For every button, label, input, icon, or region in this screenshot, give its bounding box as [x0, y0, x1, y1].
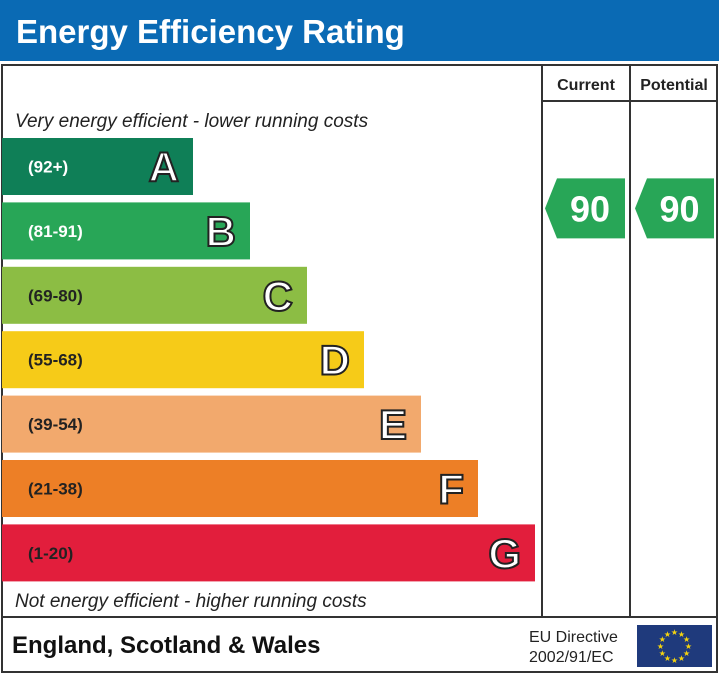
band-letter: D: [320, 337, 350, 384]
band-range: (92+): [28, 158, 68, 177]
band-letter: B: [206, 208, 236, 255]
band-range: (69-80): [28, 286, 83, 305]
chart-title: Energy Efficiency Rating: [16, 13, 405, 50]
band-letter: E: [379, 401, 407, 448]
band-bar: [2, 266, 307, 324]
band-d: (55-68) D: [2, 331, 364, 389]
directive-line2: 2002/91/EC: [529, 649, 614, 666]
band-range: (1-20): [28, 544, 73, 563]
current-rating-pointer: 90: [545, 178, 625, 239]
title-bar: [0, 0, 719, 61]
star-icon: ★: [671, 628, 678, 637]
potential-header: Potential: [640, 77, 708, 94]
star-icon: ★: [659, 635, 666, 644]
eu-flag: ★ ★★★★★★★★★★★: [637, 625, 712, 667]
band-bar: [2, 202, 250, 260]
star-icon: ★: [678, 654, 685, 663]
band-e: (39-54) E: [2, 395, 421, 453]
directive-line1: EU Directive: [529, 629, 618, 646]
band-bar: [2, 395, 421, 453]
band-bar: [2, 460, 478, 517]
top-note: Very energy efficient - lower running co…: [15, 111, 369, 132]
band-range: (55-68): [28, 351, 83, 370]
region-label: England, Scotland & Wales: [12, 632, 320, 659]
band-letter: C: [263, 272, 293, 319]
current-header: Current: [557, 77, 615, 94]
star-icon: ★: [683, 649, 690, 658]
band-range: (39-54): [28, 415, 83, 434]
potential-rating-pointer: 90: [635, 178, 714, 239]
band-g: (1-20) G: [2, 524, 535, 582]
star-icon: ★: [685, 642, 692, 651]
star-icon: ★: [683, 635, 690, 644]
band-c: (69-80) C: [2, 266, 307, 324]
star-icon: ★: [678, 630, 685, 639]
band-letter: A: [149, 144, 179, 191]
current-rating-value: 90: [570, 188, 610, 229]
potential-rating-value: 90: [659, 188, 699, 229]
star-icon: ★: [659, 649, 666, 658]
band-f: (21-38) F: [2, 460, 478, 517]
band-a: (92+) A: [2, 138, 193, 195]
star-icon: ★: [664, 654, 671, 663]
band-b: (81-91) B: [2, 202, 250, 260]
band-range: (81-91): [28, 222, 83, 241]
band-bar: [2, 138, 193, 195]
band-letter: F: [438, 466, 464, 513]
band-bar: [2, 524, 535, 582]
band-letter: G: [488, 530, 521, 577]
star-icon: ★: [671, 656, 678, 665]
band-bar: [2, 331, 364, 389]
band-range: (21-38): [28, 480, 83, 499]
bottom-note: Not energy efficient - higher running co…: [15, 591, 367, 612]
star-icon: ★: [664, 630, 671, 639]
star-icon: ★: [657, 642, 664, 651]
